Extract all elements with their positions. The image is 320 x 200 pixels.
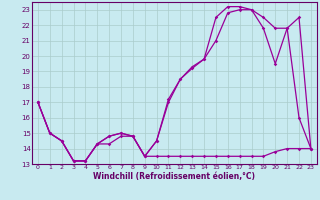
X-axis label: Windchill (Refroidissement éolien,°C): Windchill (Refroidissement éolien,°C)	[93, 172, 255, 181]
